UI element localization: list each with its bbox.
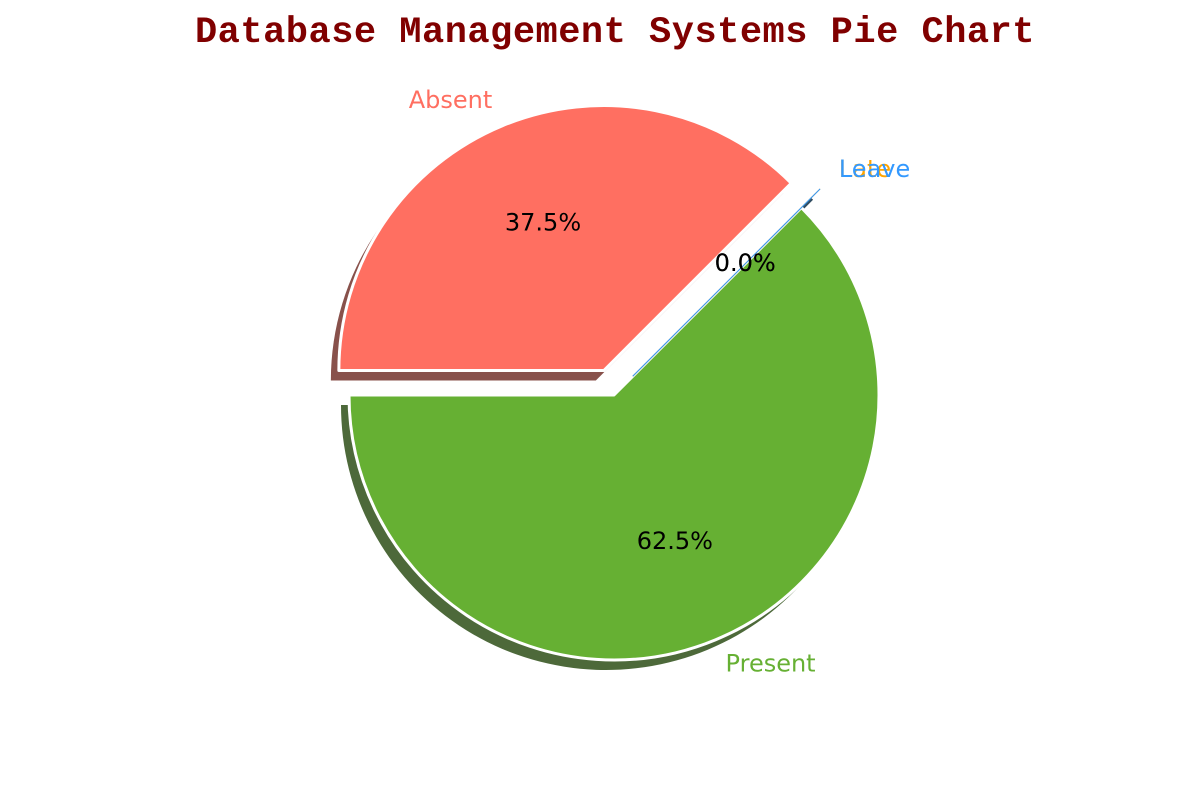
slice-percent-leave: 0.0% (715, 249, 776, 277)
pie-slice-present (347, 206, 881, 662)
slice-label-leave: Leave (839, 155, 910, 183)
pie-slice-layer (337, 104, 881, 662)
slice-percent-absent: 37.5% (505, 209, 581, 237)
slice-percent-late: 0.0% (715, 249, 776, 277)
slice-label-late: Late (839, 155, 891, 183)
slice-label-absent: Absent (409, 86, 493, 114)
pie-slice-leave (632, 188, 821, 377)
slice-label-present: Present (726, 649, 816, 677)
chart-title: Database Management Systems Pie Chart (194, 12, 1036, 54)
slice-percent-present: 62.5% (637, 527, 713, 555)
pie-slice-absent (337, 104, 793, 373)
